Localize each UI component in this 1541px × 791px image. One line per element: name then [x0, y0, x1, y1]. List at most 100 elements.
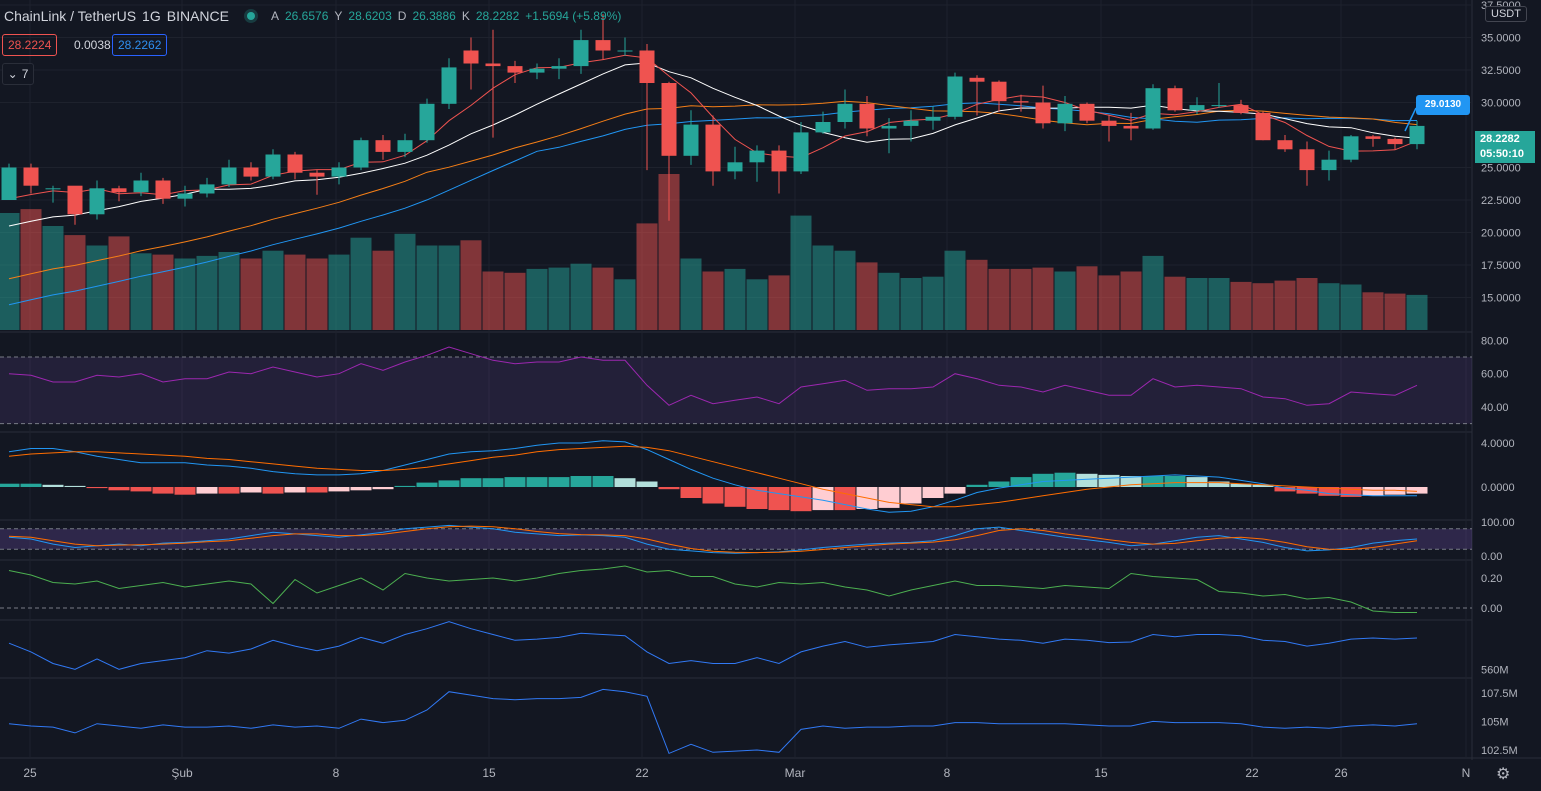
macd-histogram-bar — [372, 487, 394, 490]
last-price-value: 28.2282 — [1480, 133, 1520, 145]
candle-body — [573, 40, 589, 67]
volume-bar — [878, 272, 900, 330]
candle-body — [1101, 120, 1117, 126]
candle-body — [1189, 105, 1205, 111]
volume-bar — [1230, 281, 1252, 330]
macd-histogram-bar — [1120, 476, 1142, 487]
macd-histogram-bar — [834, 487, 856, 511]
chevron-down-icon: ⌄ — [7, 67, 18, 81]
volume-bar — [240, 258, 262, 330]
macd-histogram-bar — [746, 487, 768, 509]
macd-histogram-bar — [460, 478, 482, 487]
macd-histogram-bar — [1252, 484, 1274, 487]
symbol-name[interactable]: ChainLink / TetherUS — [4, 8, 137, 24]
volume-bar — [174, 258, 196, 330]
candle-body — [771, 150, 787, 172]
candle-body — [1167, 88, 1183, 111]
macd-histogram-bar — [42, 484, 64, 487]
candle-body — [617, 50, 633, 52]
volume-bar — [108, 236, 130, 330]
indicator-count: 7 — [21, 67, 29, 81]
volume-bar — [306, 258, 328, 330]
volume-bar — [834, 250, 856, 330]
macd-histogram-bar — [1406, 487, 1428, 494]
price-axis-label: 20.0000 — [1481, 228, 1521, 240]
candle-body — [969, 77, 985, 82]
volume-bar — [1076, 266, 1098, 330]
macd-histogram-bar — [526, 477, 548, 487]
obv-line — [8, 621, 1418, 670]
settings-gear-icon[interactable]: ⚙ — [1496, 766, 1511, 783]
volume-bar — [1296, 278, 1318, 330]
currency-button[interactable]: USDT — [1485, 6, 1527, 22]
macd-histogram-bar — [394, 485, 416, 487]
macd-histogram-bar — [218, 487, 240, 494]
price-axis-label: 35.0000 — [1481, 33, 1521, 45]
candle-body — [1255, 112, 1271, 141]
volume-bar — [768, 275, 790, 330]
volume-bar — [944, 250, 966, 330]
macd-histogram-bar — [724, 487, 746, 507]
volume-bar — [702, 271, 724, 330]
indicators-toggle-button[interactable]: ⌄ 7 — [2, 63, 34, 85]
volume-bar — [1098, 275, 1120, 330]
macd-histogram-bar — [196, 487, 218, 494]
buy-price-box[interactable]: 28.2262 — [112, 34, 168, 56]
stoch-axis-label: 100.00 — [1481, 517, 1515, 529]
osc-axis-label: 0.20 — [1481, 573, 1502, 585]
macd-histogram-bar — [174, 487, 196, 495]
candle-body — [243, 167, 259, 177]
macd-axis-label: 0.0000 — [1481, 482, 1515, 494]
volume-bar — [636, 223, 658, 330]
volume-bar — [570, 263, 592, 330]
macd-histogram-bar — [1384, 487, 1406, 495]
macd-histogram-bar — [350, 487, 372, 491]
time-axis-label: 15 — [482, 766, 496, 780]
candle-body — [925, 116, 941, 121]
spread-value: 0.0038 — [74, 38, 111, 52]
sell-price-box[interactable]: 28.2224 — [2, 34, 58, 56]
bar-countdown: 05:50:10 — [1480, 148, 1525, 160]
volume-bar — [614, 279, 636, 330]
volume-bar — [372, 250, 394, 330]
candle-body — [1299, 149, 1315, 171]
volume-bar — [86, 245, 108, 330]
volume-bar — [592, 267, 614, 330]
volume-bar — [350, 237, 372, 330]
candle-body — [1145, 88, 1161, 129]
interval-label[interactable]: 1G — [142, 8, 161, 24]
macd-histogram-bar — [790, 487, 812, 512]
macd-histogram-bar — [152, 487, 174, 494]
candle-body — [529, 68, 545, 73]
volume-bar — [394, 233, 416, 330]
ma-orange-line — [8, 100, 1418, 280]
volume-bar — [724, 268, 746, 330]
alert-flag-pointer — [1404, 107, 1417, 132]
stoch-d-line — [8, 525, 1418, 554]
macd-histogram-bar — [108, 487, 130, 491]
macd-histogram-bar — [1054, 472, 1076, 487]
candle-body — [419, 103, 435, 141]
last-price-label: 28.2282 05:50:10 — [1475, 131, 1535, 163]
alert-flag-label[interactable]: 29.0130 — [1416, 95, 1470, 115]
volume-bar — [790, 215, 812, 330]
macd-histogram-bar — [658, 487, 680, 490]
ohlc-high: 28.6203 — [348, 9, 392, 23]
candle-body — [1409, 125, 1425, 145]
candle-body — [1321, 159, 1337, 171]
candle-body — [199, 184, 215, 194]
macd-histogram-bar — [64, 485, 86, 487]
market-status-icon — [246, 12, 255, 20]
candle-body — [991, 81, 1007, 102]
candle-body — [1365, 136, 1381, 139]
price-axis-label: 30.0000 — [1481, 98, 1521, 110]
ohlc-close: 28.2282 — [475, 9, 520, 23]
macd-signal-line — [8, 445, 1418, 508]
macd-histogram-bar — [1098, 474, 1120, 487]
volume-bar — [42, 226, 64, 330]
time-axis-label: 25 — [23, 766, 37, 780]
macd-histogram-bar — [438, 480, 460, 487]
volume-bar — [988, 268, 1010, 330]
volume-bar — [548, 267, 570, 330]
